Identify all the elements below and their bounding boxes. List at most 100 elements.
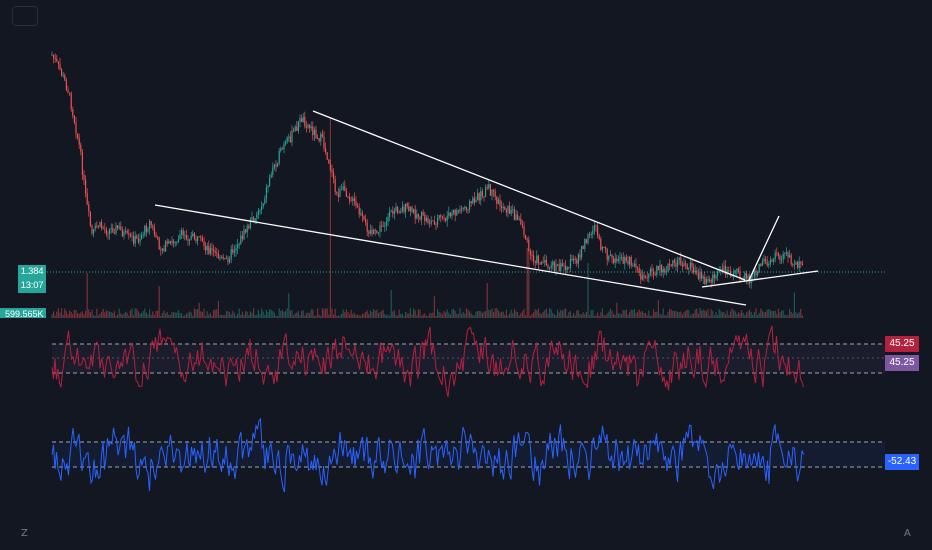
volume-bar: [416, 315, 418, 318]
volume-bar: [275, 315, 277, 318]
volume-bar: [536, 310, 538, 318]
candle-body: [798, 261, 800, 268]
volume-bar: [254, 315, 256, 318]
volume-bar: [270, 309, 272, 318]
candle-body: [67, 89, 69, 93]
candle-body: [539, 263, 541, 265]
volume-bar: [725, 313, 727, 318]
volume-bar: [451, 309, 453, 318]
candle-body: [381, 225, 383, 227]
candle-body: [493, 189, 495, 192]
volume-bar: [403, 315, 405, 318]
candle-body: [358, 207, 360, 215]
volume-bar: [73, 309, 75, 318]
candle-body: [537, 255, 539, 264]
volume-bar: [142, 311, 144, 318]
candle-body: [171, 241, 173, 243]
candle-body: [91, 225, 93, 234]
candle-body: [718, 269, 720, 272]
volume-bar: [400, 313, 402, 318]
volume-bar: [201, 312, 203, 318]
candle-body: [606, 249, 608, 260]
volume-bar: [259, 313, 261, 318]
volume-bar: [408, 313, 410, 318]
volume-bar: [656, 311, 658, 318]
candle-body: [709, 279, 711, 281]
volume-bar: [77, 313, 79, 318]
candle-body: [600, 238, 602, 250]
volume-bar: [310, 309, 312, 318]
volume-bar: [520, 313, 522, 318]
breakout-line[interactable]: [748, 215, 780, 281]
candle-body: [593, 225, 595, 231]
volume-bar: [155, 311, 157, 318]
candle-body: [481, 191, 483, 197]
volume-bar: [470, 313, 472, 318]
wedge-upper-line[interactable]: [312, 110, 746, 281]
volume-bar: [797, 313, 799, 318]
volume-bar: [109, 311, 111, 318]
candle-body: [126, 231, 128, 234]
candle-body: [579, 254, 581, 258]
candle-body: [635, 263, 637, 268]
volume-bar: [368, 314, 370, 318]
volume-bar: [649, 315, 651, 318]
candle-body: [744, 273, 746, 279]
volume-bar: [56, 311, 58, 318]
volume-bar: [560, 309, 562, 318]
volume-bar: [670, 309, 672, 318]
candle-body: [707, 279, 709, 281]
volume-bar: [800, 309, 802, 318]
volume-bar: [744, 315, 746, 318]
candle-body: [235, 248, 237, 251]
volume-bar: [787, 314, 789, 318]
wedge-lower-line[interactable]: [154, 204, 747, 306]
candle-body: [673, 260, 675, 263]
support-line[interactable]: [701, 270, 819, 288]
candle-body: [494, 191, 496, 197]
volume-bar: [393, 310, 395, 318]
volume-bar: [579, 314, 581, 318]
candle-body: [401, 206, 403, 212]
volume-bar: [715, 312, 717, 318]
candle-body: [321, 133, 323, 137]
volume-bar: [601, 308, 603, 318]
volume-bar: [517, 312, 519, 318]
volume-bar: [518, 315, 520, 318]
candle-body: [640, 272, 642, 280]
trend-lines[interactable]: [154, 110, 819, 306]
volume-bar: [181, 313, 183, 318]
candle-body: [611, 254, 613, 259]
volume-bar: [480, 311, 482, 318]
volume-bar: [195, 309, 197, 318]
candle-body: [784, 252, 786, 254]
candle-body: [269, 177, 271, 186]
candle-body: [677, 260, 679, 267]
volume-bar: [369, 310, 371, 318]
auto-scale-button[interactable]: A: [904, 528, 911, 539]
candle-body: [697, 273, 699, 279]
volume-bar: [385, 315, 387, 318]
candle-body: [443, 217, 445, 219]
square-icon[interactable]: [12, 6, 38, 26]
volume-bar: [337, 315, 339, 318]
volume-bar: [469, 311, 471, 318]
volume-bar: [699, 308, 701, 318]
volume-bar: [160, 315, 162, 318]
volume-bar: [646, 315, 648, 318]
volume-bar: [315, 316, 317, 318]
candle-body: [256, 214, 258, 219]
candle-body: [369, 230, 371, 234]
volume-bar: [325, 308, 327, 318]
candle-body: [86, 193, 88, 205]
candle-body: [510, 210, 512, 214]
candle-body: [237, 244, 239, 249]
candle-body: [729, 271, 731, 276]
candle-body: [745, 273, 747, 280]
volume-bar: [257, 309, 259, 318]
candle-body: [333, 172, 335, 179]
timezone-z-button[interactable]: Z: [21, 528, 28, 539]
osc1-signal-tag: 45.25: [885, 355, 919, 371]
